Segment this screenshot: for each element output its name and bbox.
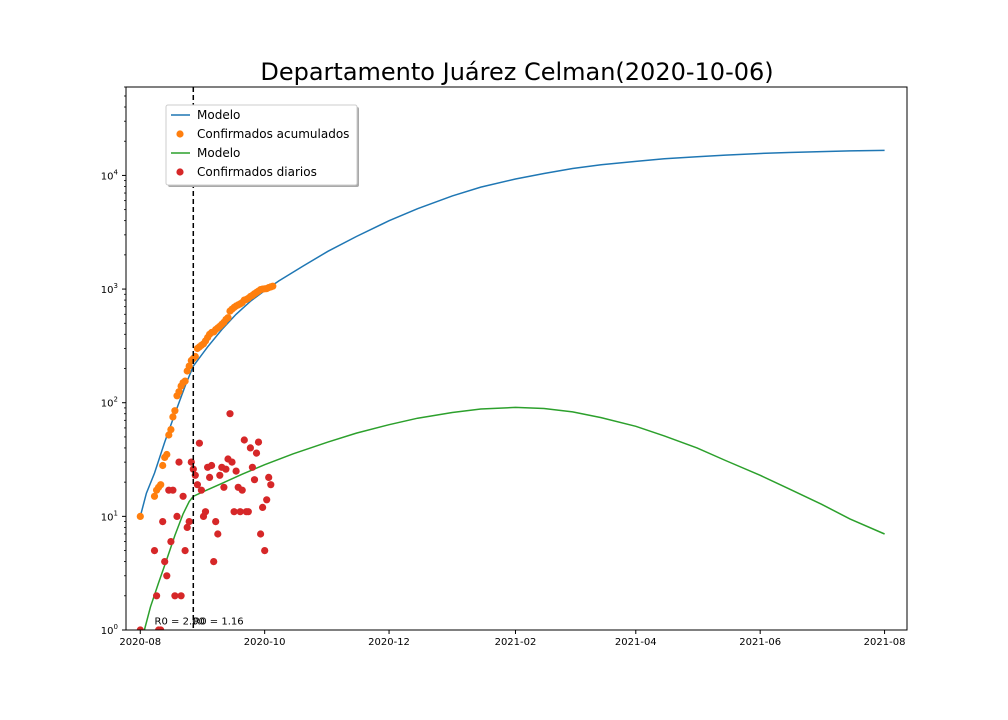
point-confirmados-diarios-58 [267, 481, 275, 489]
legend-swatch-3 [176, 168, 184, 176]
legend-swatch-1 [176, 130, 184, 138]
point-confirmados-diarios-18 [185, 518, 193, 526]
x-tick-label-6: 2021-08 [864, 637, 906, 648]
point-confirmados-diarios-55 [261, 547, 269, 555]
y-tick-label-1: 101 [101, 509, 118, 523]
x-tick-label-4: 2021-04 [615, 637, 657, 648]
y-tick-label-3: 103 [101, 282, 118, 296]
point-confirmados-diarios-39 [228, 458, 236, 466]
x-tick-label-1: 2020-10 [244, 637, 286, 648]
point-confirmados-diarios-32 [214, 530, 222, 538]
point-confirmados-diarios-54 [259, 503, 267, 511]
x-tick-label-5: 2021-06 [739, 637, 781, 648]
axes: 2020-08 2020-10 2020-12 2021-02 2021-04 2021-… [101, 86, 908, 648]
x-tick-label-2: 2020-12 [368, 637, 410, 648]
annotation-1: R0 = 1.16 [193, 616, 243, 627]
point-confirmados-acumulados-10 [169, 413, 177, 421]
legend-label-2: Modelo [197, 146, 240, 160]
legend: Modelo Confirmados acumulados Modelo Confir… [165, 104, 359, 187]
point-confirmados-acumulados-59 [269, 282, 277, 290]
point-confirmados-diarios-13 [175, 458, 183, 466]
point-confirmados-acumulados-8 [165, 431, 173, 439]
point-confirmados-diarios-14 [177, 592, 185, 600]
point-confirmados-diarios-48 [246, 444, 254, 452]
y-tick-label-4: 104 [101, 168, 119, 182]
point-confirmados-acumulados-13 [175, 388, 183, 396]
x-tick-label-3: 2021-02 [495, 637, 537, 648]
point-confirmados-acumulados-7 [163, 450, 171, 459]
point-confirmados-diarios-17 [183, 523, 191, 532]
point-confirmados-acumulados-0 [136, 512, 144, 521]
point-confirmados-diarios-20 [189, 465, 197, 473]
point-confirmados-diarios-16 [181, 547, 189, 555]
point-confirmados-diarios-5 [159, 518, 167, 526]
series-group [136, 149, 885, 630]
point-confirmados-diarios-35 [220, 483, 228, 491]
point-confirmados-acumulados-5 [159, 461, 167, 470]
point-confirmados-acumulados-37 [224, 314, 232, 322]
point-confirmados-acumulados-16 [181, 377, 189, 385]
point-confirmados-diarios-56 [263, 496, 271, 504]
y-tick-label-2: 102 [101, 396, 118, 410]
point-confirmados-diarios-30 [210, 558, 218, 566]
point-confirmados-diarios-9 [167, 538, 175, 546]
point-confirmados-diarios-7 [163, 572, 171, 580]
x-tick-label-0: 2020-08 [119, 637, 161, 648]
point-confirmados-diarios-41 [232, 467, 240, 475]
point-confirmados-diarios-22 [193, 481, 201, 489]
legend-label-3: Confirmados diarios [197, 165, 317, 179]
point-confirmados-diarios-29 [208, 461, 216, 470]
point-confirmados-diarios-33 [216, 471, 224, 479]
legend-label-0: Modelo [197, 108, 240, 122]
point-confirmados-diarios-0 [136, 626, 144, 630]
point-confirmados-diarios-40 [230, 508, 238, 516]
point-confirmados-diarios-49 [248, 463, 256, 471]
point-confirmados-diarios-31 [212, 518, 220, 526]
point-confirmados-diarios-38 [226, 410, 234, 418]
legend-box [165, 104, 358, 186]
point-confirmados-diarios-4 [157, 626, 165, 630]
point-confirmados-acumulados-4 [157, 481, 165, 489]
series-line-modelo-2 [143, 406, 885, 630]
chart-title: Departamento Juárez Celman(2020-10-06) [260, 58, 773, 86]
axes-frame [125, 86, 908, 631]
point-confirmados-diarios-43 [236, 508, 244, 516]
point-confirmados-diarios-23 [195, 439, 203, 447]
point-confirmados-diarios-26 [201, 508, 210, 516]
point-confirmados-diarios-36 [222, 465, 230, 473]
point-confirmados-diarios-57 [265, 473, 273, 481]
point-confirmados-diarios-11 [171, 592, 179, 600]
point-confirmados-diarios-24 [197, 486, 205, 494]
point-confirmados-diarios-53 [257, 530, 265, 538]
point-confirmados-acumulados-1 [150, 492, 159, 500]
point-confirmados-diarios-50 [250, 476, 259, 484]
point-confirmados-diarios-1 [150, 547, 159, 555]
point-confirmados-diarios-2 [153, 592, 161, 600]
point-confirmados-diarios-45 [240, 436, 248, 444]
point-confirmados-diarios-28 [206, 473, 214, 481]
point-confirmados-diarios-44 [238, 486, 246, 494]
y-tick-label-0: 100 [101, 623, 118, 637]
point-confirmados-acumulados-9 [167, 426, 175, 434]
point-confirmados-diarios-47 [244, 508, 252, 516]
point-confirmados-diarios-12 [173, 512, 181, 521]
annotation-0: R0 = 2.00 [155, 616, 205, 627]
point-confirmados-acumulados-18 [185, 362, 193, 370]
point-confirmados-diarios-15 [179, 492, 187, 500]
point-confirmados-acumulados-11 [171, 407, 179, 415]
point-confirmados-diarios-6 [161, 558, 169, 566]
point-confirmados-diarios-51 [252, 449, 261, 457]
point-confirmados-diarios-10 [169, 486, 177, 494]
legend-label-1: Confirmados acumulados [197, 127, 349, 141]
point-confirmados-diarios-52 [254, 438, 263, 446]
